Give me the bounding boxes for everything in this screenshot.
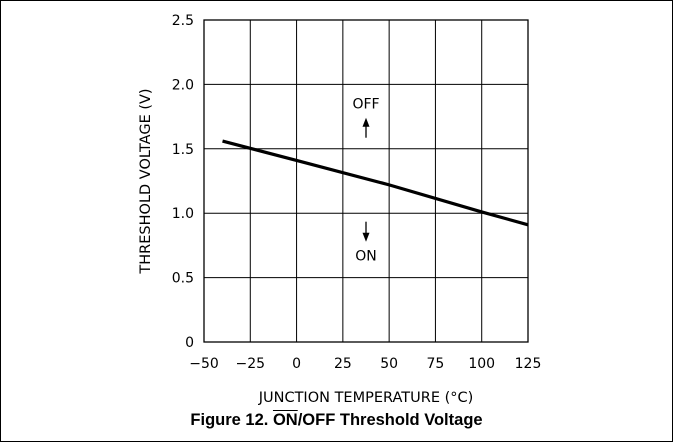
y-tick-label: 0.5 xyxy=(172,271,194,287)
x-tick-label: 125 xyxy=(515,356,542,372)
y-tick-label: 2.0 xyxy=(172,77,194,93)
caption-suffix: /OFF Threshold Voltage xyxy=(297,411,483,429)
figure-caption: Figure 12. ON/OFF Threshold Voltage xyxy=(0,411,673,430)
caption-prefix: Figure 12. xyxy=(190,411,273,429)
x-tick-label: 50 xyxy=(380,356,398,372)
y-axis-label: THRESHOLD VOLTAGE (V) xyxy=(138,88,154,274)
x-tick-label: 25 xyxy=(334,356,352,372)
x-tick-label: 0 xyxy=(292,356,301,372)
x-tick-label: −50 xyxy=(189,356,219,372)
series-line-threshold-voltage xyxy=(222,139,529,227)
y-tick-label: 1.5 xyxy=(172,142,194,158)
y-tick-label: 0 xyxy=(185,335,194,351)
y-tick-label: 2.5 xyxy=(172,13,194,29)
arrow-down-icon xyxy=(362,232,370,242)
x-tick-label: 100 xyxy=(468,356,495,372)
annotation-label-off: OFF xyxy=(352,97,379,113)
y-tick-label: 1.0 xyxy=(172,206,194,222)
caption-overlined-text: ON xyxy=(272,411,298,429)
x-tick-label: 75 xyxy=(427,356,445,372)
arrow-up-icon xyxy=(362,117,370,127)
plot-area-border xyxy=(203,19,529,343)
x-axis-label: JUNCTION TEMPERATURE (°C) xyxy=(258,390,474,406)
x-tick-label: −25 xyxy=(236,356,266,372)
annotation-label-on: ON xyxy=(355,249,377,265)
